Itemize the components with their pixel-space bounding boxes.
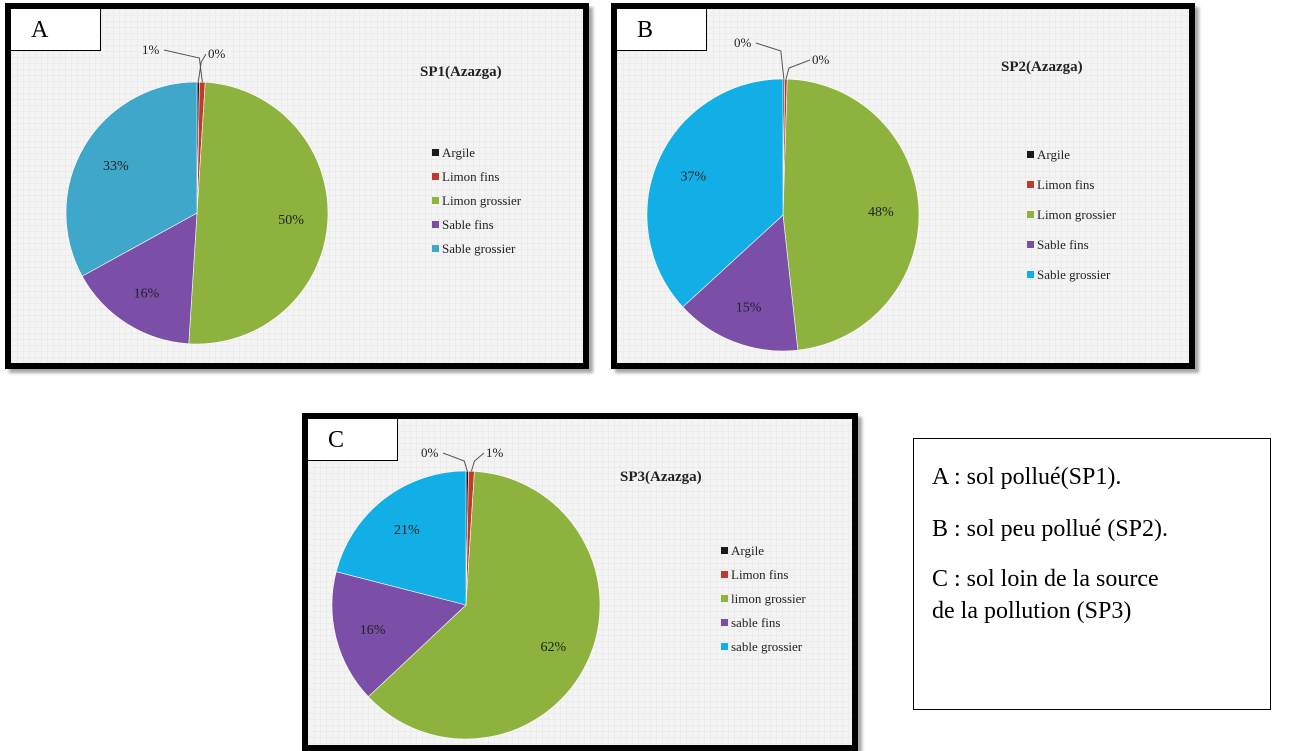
leader-line (755, 42, 785, 80)
data-label: 37% (681, 170, 707, 185)
data-label: 16% (134, 287, 160, 302)
legend-swatch (1027, 241, 1034, 248)
pie-slice-sable-grossier (65, 81, 198, 277)
legend-label: Sable fins (1037, 237, 1089, 252)
pie-chart-c: 62% 16% 21% 0% 1% SP3(Azazga) Argile Limon fins… (331, 445, 806, 740)
legend-swatch (721, 571, 728, 578)
legend-label: Argile (442, 145, 475, 160)
legend-swatch (432, 197, 439, 204)
pie-chart-a: 50% 16% 33% 1% 0% SP1(Azazga) Argile Limon fins… (65, 42, 522, 345)
legend-swatch (1027, 181, 1034, 188)
legend-swatch (1027, 271, 1034, 278)
legend-label: Sable grossier (1037, 267, 1111, 282)
caption-line-c2: de la pollution (SP3) (932, 598, 1132, 624)
pie-slice-limon-grossier (367, 470, 601, 740)
panel-letter-b: B (617, 9, 707, 51)
leader-line (785, 59, 811, 80)
data-label: 1% (142, 42, 160, 57)
caption-line-a: A : sol pollué(SP1). (932, 464, 1122, 490)
panel-letter-c: C (308, 419, 398, 461)
chart-panel-a: 50% 16% 33% 1% 0% SP1(Azazga) Argile Limon fins… (5, 3, 589, 369)
legend-swatch (1027, 211, 1034, 218)
pie-chart-b: 48% 15% 37% 0% 0% SP2(Azazga) Argile Limon fins… (646, 35, 1117, 352)
chart-title: SP2(Azazga) (1001, 59, 1083, 75)
legend-label: Argile (731, 543, 764, 558)
chart-panel-c: 62% 16% 21% 0% 1% SP3(Azazga) Argile Limon fins… (302, 413, 858, 751)
legend-label: Limon fins (442, 169, 499, 184)
pie-slice-sable-grossier (335, 470, 467, 606)
data-label: 15% (736, 301, 762, 316)
legend-label: Limon fins (1037, 177, 1094, 192)
pie-slice-sable-fins (331, 571, 467, 698)
chart-title: SP1(Azazga) (420, 64, 502, 80)
leader-line (197, 53, 207, 83)
legend-label: limon grossier (731, 591, 806, 606)
data-label: 62% (540, 640, 566, 655)
legend-swatch (432, 245, 439, 252)
leader-line (442, 452, 468, 472)
caption-box: A : sol pollué(SP1). B : sol peu pollué … (913, 438, 1271, 710)
caption-line-c1: C : sol loin de la source (932, 566, 1159, 592)
legend-label: Limon grossier (442, 193, 522, 208)
data-label: 0% (421, 445, 439, 460)
legend-swatch (1027, 151, 1034, 158)
pie-slice-sable-fins (682, 214, 799, 352)
data-label: 48% (868, 205, 894, 220)
chart-title: SP3(Azazga) (620, 469, 702, 485)
data-label: 0% (734, 35, 752, 50)
chart-panel-b: 48% 15% 37% 0% 0% SP2(Azazga) Argile Limon fins… (611, 3, 1195, 369)
legend-label: Limon grossier (1037, 207, 1117, 222)
legend-swatch (721, 595, 728, 602)
legend-swatch (432, 221, 439, 228)
legend-label: Sable fins (442, 217, 494, 232)
legend-swatch (721, 643, 728, 650)
data-label: 0% (208, 46, 226, 61)
legend-label: Argile (1037, 147, 1070, 162)
legend-swatch (721, 619, 728, 626)
legend-swatch (721, 547, 728, 554)
legend-swatch (432, 173, 439, 180)
legend-label: sable fins (731, 615, 780, 630)
leader-line (163, 49, 203, 83)
pie-slice-sable-fins (81, 212, 198, 345)
caption-line-b: B : sol peu pollué (SP2). (932, 516, 1169, 542)
legend-label: sable grossier (731, 639, 803, 654)
legend-swatch (432, 149, 439, 156)
data-label: 21% (394, 523, 420, 538)
data-label: 0% (812, 52, 830, 67)
pie-slice-limon-grossier (188, 81, 329, 345)
data-label: 50% (278, 213, 304, 228)
pie-slice-limon-grossier (782, 78, 920, 351)
pie-slice-sable-grossier (646, 78, 784, 308)
data-label: 33% (103, 159, 129, 174)
data-label: 1% (486, 445, 504, 460)
legend-label: Limon fins (731, 567, 788, 582)
panel-letter-a: A (11, 9, 101, 51)
legend-label: Sable grossier (442, 241, 516, 256)
leader-line (470, 452, 485, 472)
data-label: 16% (360, 623, 386, 638)
